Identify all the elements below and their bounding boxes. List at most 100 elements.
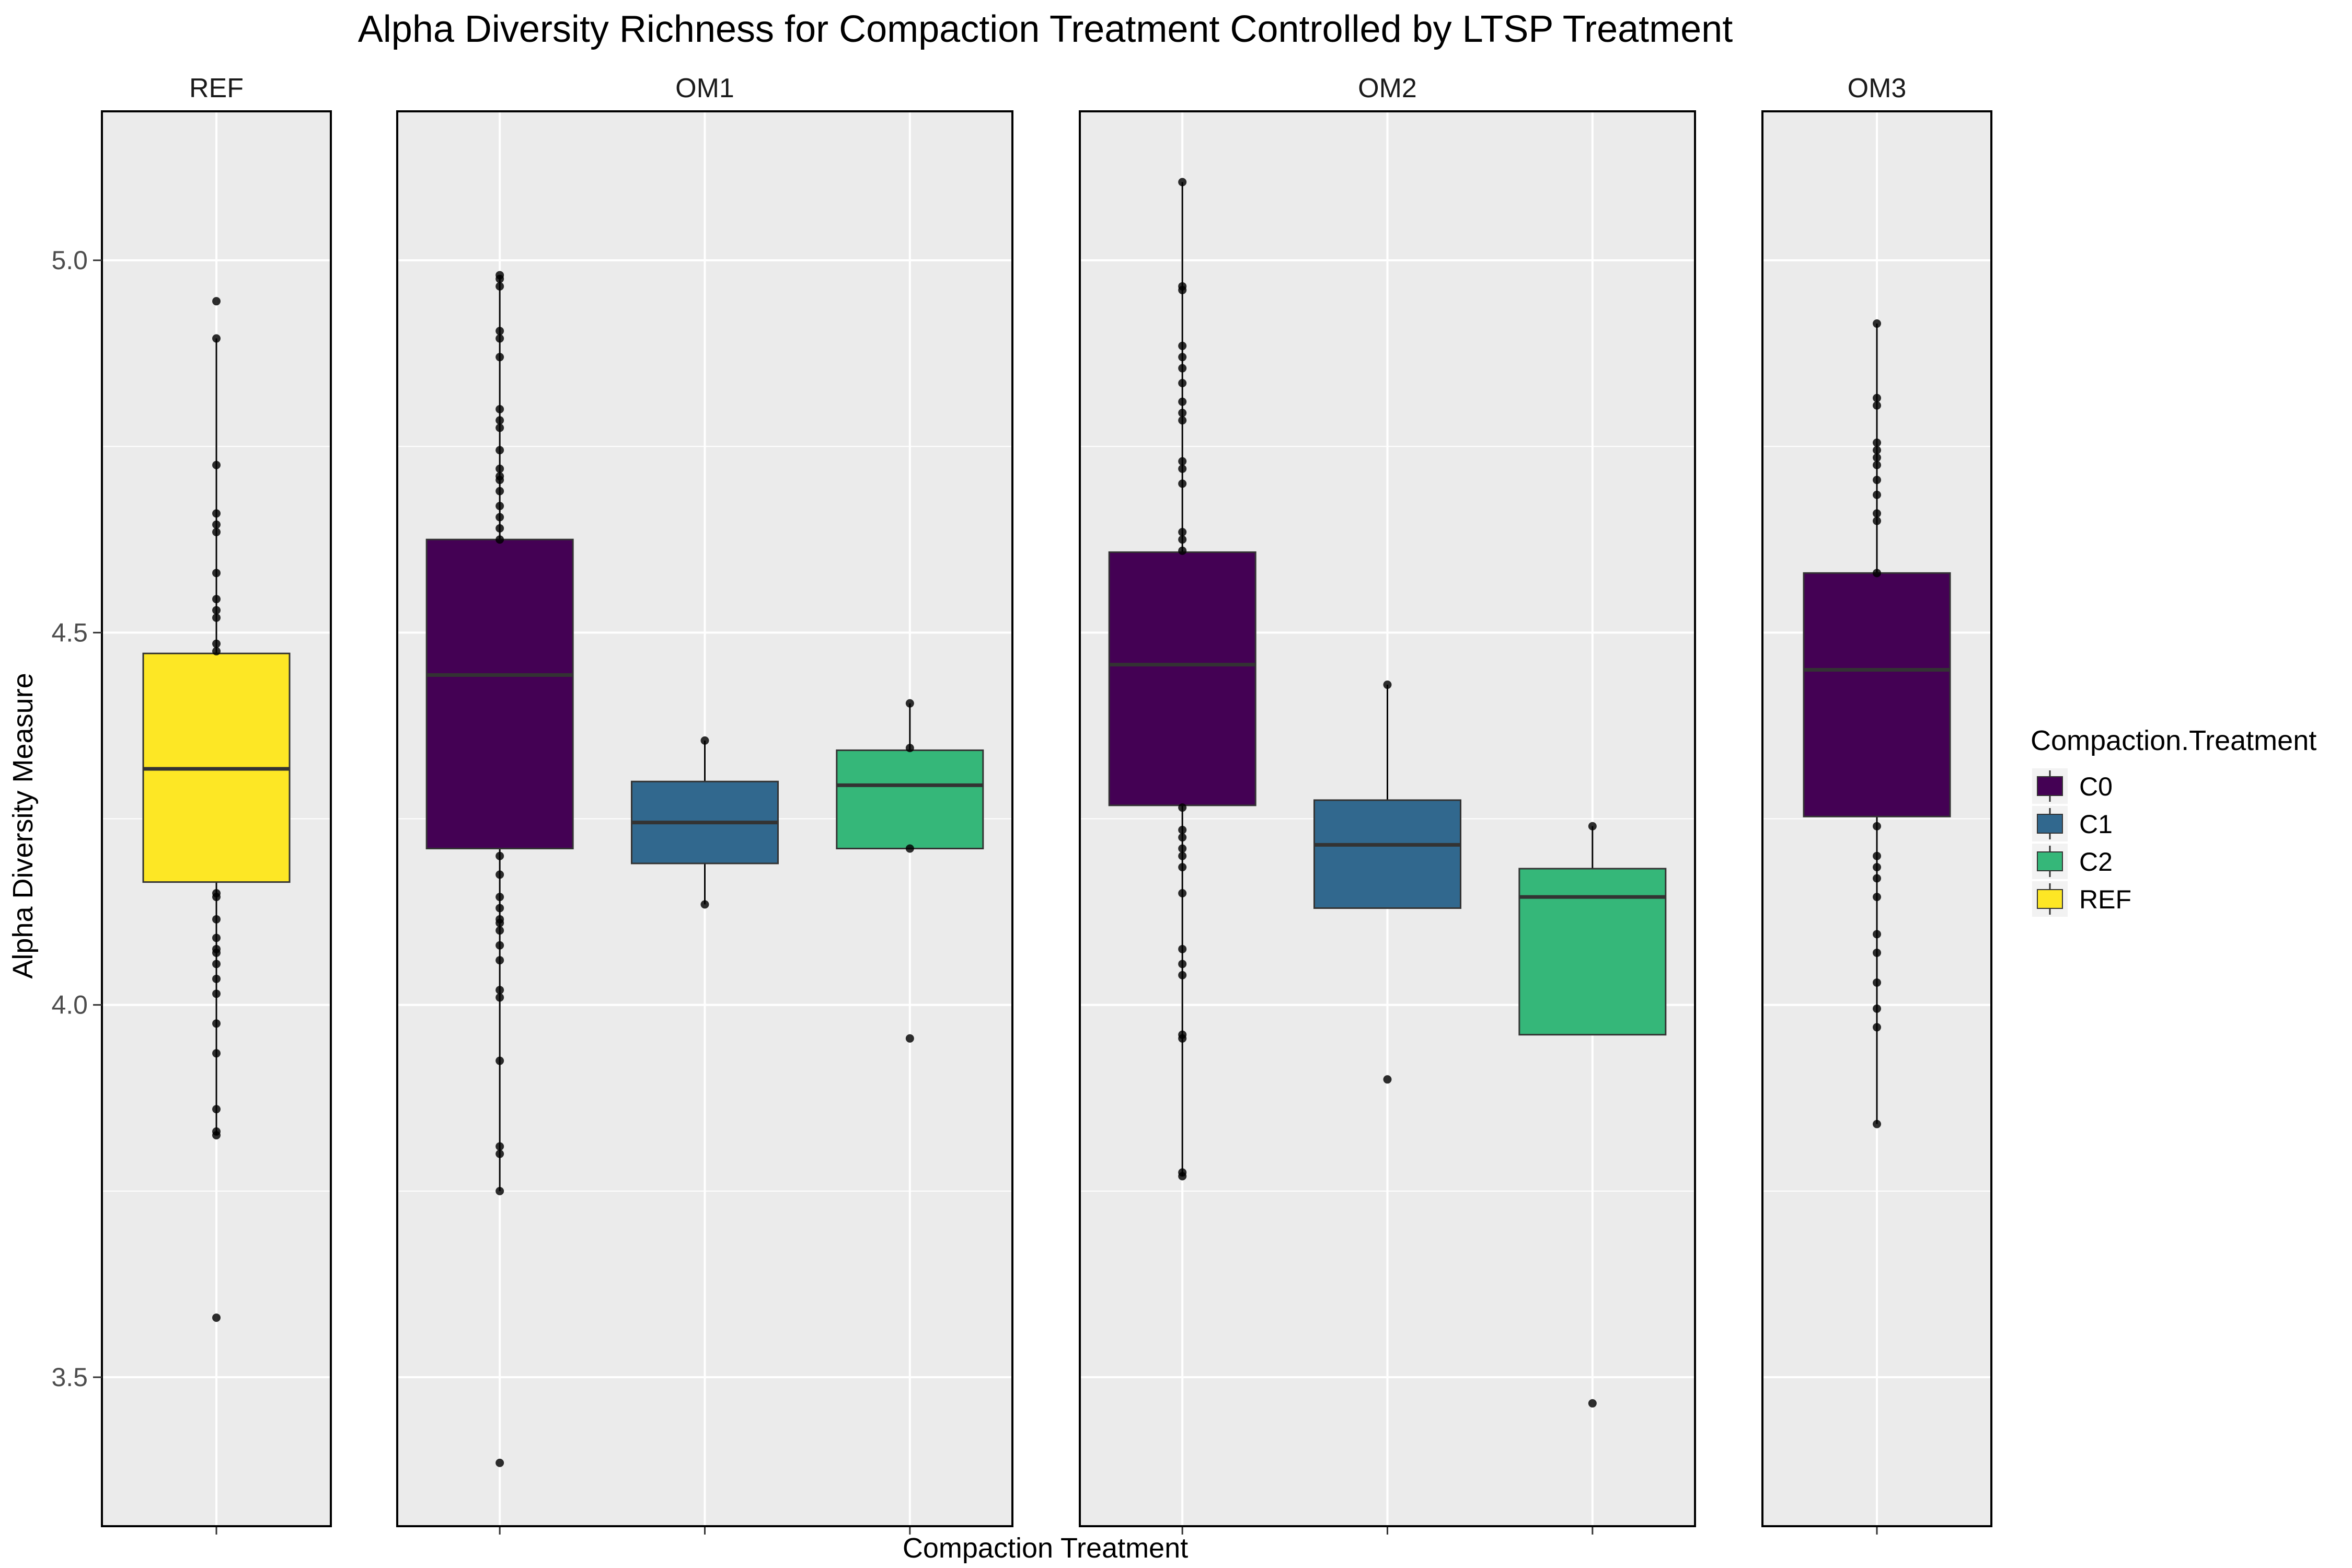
point-om3-c0 <box>1873 516 1881 525</box>
point-om1-c0 <box>495 405 504 413</box>
point-om2-c0 <box>1178 844 1187 853</box>
point-ref-ref <box>212 974 221 983</box>
point-om1-c0 <box>495 334 504 343</box>
box-om1-c2 <box>836 749 984 849</box>
point-om2-c0 <box>1178 546 1187 555</box>
point-om3-c0 <box>1873 978 1881 987</box>
facet-ref: REF <box>101 73 332 1535</box>
facet-panels: REF OM1 OM2 OM3 <box>101 73 1992 1535</box>
legend-label-c0: C0 <box>2079 772 2113 801</box>
point-om3-c0 <box>1873 874 1881 883</box>
point-om3-c0 <box>1873 1120 1881 1128</box>
point-om1-c0 <box>495 1056 504 1065</box>
legend-swatch-c0 <box>2037 776 2063 796</box>
point-om2-c1 <box>1383 681 1392 689</box>
point-ref-ref <box>212 647 221 655</box>
facet-om2: OM2 <box>1079 73 1696 1535</box>
point-ref-ref <box>212 915 221 924</box>
facet-label-om3: OM3 <box>1848 73 1907 103</box>
point-om3-c0 <box>1873 863 1881 872</box>
point-om1-c0 <box>495 904 504 913</box>
point-om1-c2 <box>905 744 914 753</box>
facet-label-ref: REF <box>189 73 244 103</box>
point-ref-ref <box>212 1105 221 1114</box>
point-om1-c0 <box>495 941 504 950</box>
point-ref-ref <box>212 1131 221 1140</box>
point-om1-c0 <box>495 535 504 544</box>
point-om2-c0 <box>1178 457 1187 466</box>
point-om2-c0 <box>1178 353 1187 362</box>
facet-om1: OM1 <box>396 73 1013 1535</box>
point-om1-c0 <box>495 464 504 473</box>
point-om2-c0 <box>1178 527 1187 536</box>
point-om2-c0 <box>1178 1034 1187 1043</box>
box-om2-c2 <box>1518 868 1667 1036</box>
legend-label-ref: REF <box>2079 885 2131 914</box>
point-om3-c0 <box>1873 822 1881 831</box>
panel-border <box>1079 110 1696 1527</box>
point-om2-c0 <box>1178 944 1187 953</box>
point-om1-c2 <box>905 699 914 708</box>
point-om1-c0 <box>495 1142 504 1151</box>
point-om3-c0 <box>1873 851 1881 860</box>
point-om2-c0 <box>1178 535 1187 544</box>
point-om1-c0 <box>495 918 504 927</box>
point-om3-c0 <box>1873 948 1881 957</box>
point-om3-c0 <box>1873 401 1881 410</box>
point-ref-ref <box>212 1019 221 1028</box>
point-om1-c0 <box>495 870 504 879</box>
point-om1-c1 <box>700 736 709 745</box>
point-om2-c0 <box>1178 1172 1187 1181</box>
point-ref-ref <box>212 520 221 529</box>
point-om3-c0 <box>1873 319 1881 328</box>
point-om2-c0 <box>1178 364 1187 373</box>
point-om2-c0 <box>1178 285 1187 294</box>
point-om1-c0 <box>495 423 504 432</box>
point-ref-ref <box>212 595 221 604</box>
point-om1-c0 <box>495 487 504 495</box>
y-tick-label: 3.5 <box>51 1363 88 1392</box>
box-om1-c0 <box>425 538 574 849</box>
point-om1-c0 <box>495 893 504 902</box>
point-om2-c0 <box>1178 409 1187 418</box>
point-om3-c0 <box>1873 394 1881 402</box>
point-om1-c0 <box>495 851 504 860</box>
point-om2-c0 <box>1178 416 1187 425</box>
point-ref-ref <box>212 297 221 306</box>
panel-border <box>1761 110 1992 1527</box>
point-ref-ref <box>212 1049 221 1058</box>
point-om1-c0 <box>495 1458 504 1467</box>
panel-border <box>396 110 1013 1527</box>
point-ref-ref <box>212 960 221 969</box>
legend-label-c2: C2 <box>2079 847 2113 877</box>
point-om1-c1 <box>700 900 709 909</box>
point-ref-ref <box>212 569 221 578</box>
point-om1-c0 <box>495 476 504 485</box>
point-om1-c0 <box>495 926 504 935</box>
point-om2-c0 <box>1178 971 1187 979</box>
point-om2-c0 <box>1178 851 1187 860</box>
point-om1-c0 <box>495 956 504 965</box>
legend: Compaction.Treatment C0 C1 C2 REF <box>2031 725 2316 917</box>
point-om1-c0 <box>495 274 504 283</box>
legend-swatch-c2 <box>2037 851 2063 871</box>
point-om1-c0 <box>495 1149 504 1158</box>
point-om2-c2 <box>1588 822 1597 831</box>
legend-title: Compaction.Treatment <box>2031 725 2316 756</box>
point-om1-c2 <box>905 844 914 853</box>
y-axis: 3.5 4.0 4.5 5.0 <box>51 246 102 1392</box>
point-om3-c0 <box>1873 930 1881 939</box>
point-om2-c0 <box>1178 397 1187 406</box>
point-om1-c0 <box>495 513 504 522</box>
point-ref-ref <box>212 948 221 957</box>
point-om1-c0 <box>495 353 504 362</box>
point-ref-ref <box>212 460 221 469</box>
point-om3-c0 <box>1873 460 1881 469</box>
point-om1-c0 <box>495 993 504 1002</box>
point-ref-ref <box>212 1313 221 1322</box>
point-om3-c0 <box>1873 1004 1881 1013</box>
y-axis-title: Alpha Diversity Measure <box>7 673 39 978</box>
point-om2-c0 <box>1178 833 1187 842</box>
point-om3-c0 <box>1873 439 1881 447</box>
